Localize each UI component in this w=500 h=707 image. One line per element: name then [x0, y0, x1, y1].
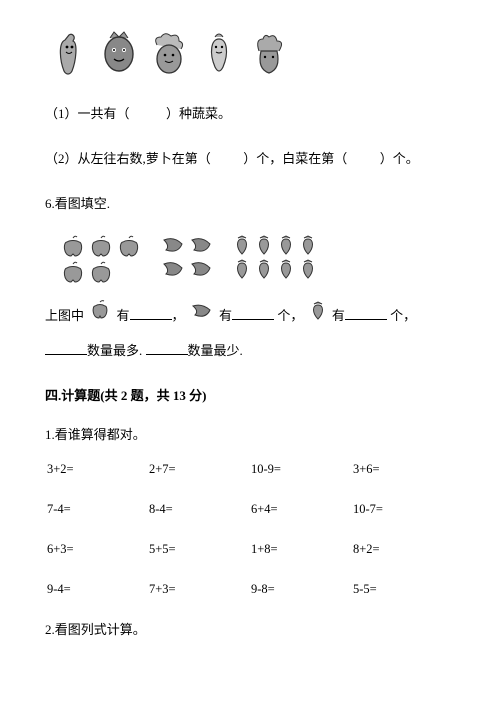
calc-item: 10-7=	[353, 494, 455, 524]
vegetable-greens	[250, 30, 288, 78]
vegetable-carrot	[100, 30, 138, 78]
strawberry-icon	[309, 300, 327, 334]
calc-item: 10-9=	[251, 454, 353, 484]
text: 有	[117, 308, 130, 323]
strawberry-icon	[298, 234, 318, 256]
apple-icon	[60, 260, 86, 284]
vegetable-radish	[200, 30, 238, 78]
banana-icon	[160, 258, 186, 280]
calc-item: 7+3=	[149, 574, 251, 604]
calc-item: 5-5=	[353, 574, 455, 604]
vegetable-icons-row	[50, 30, 455, 78]
banana-icon	[160, 234, 186, 256]
q6-summary: 上图中 有， 有 个， 有 个， 数量最多. 数量最少.	[45, 299, 455, 368]
apple-icon	[60, 234, 86, 258]
text: （1）一共有（	[45, 106, 130, 121]
text: 有	[219, 308, 232, 323]
apple-icon	[116, 234, 142, 258]
calc-item: 1+8=	[251, 534, 353, 564]
calc-item: 2+7=	[149, 454, 251, 484]
section4-title: 四.计算题(共 2 题，共 13 分)	[45, 380, 455, 411]
banana-icon	[188, 234, 214, 256]
section4-sub1: 1.看谁算得都对。	[45, 419, 455, 450]
q6-title: 6.看图填空.	[45, 188, 455, 219]
apple-icon	[88, 260, 114, 284]
text: 有	[332, 308, 345, 323]
text: ）个。	[380, 151, 419, 166]
strawberry-icon	[276, 234, 296, 256]
section4-sub2: 2.看图列式计算。	[45, 614, 455, 645]
banana-icon	[190, 300, 214, 334]
banana-group	[160, 234, 214, 284]
calc-item: 9-8=	[251, 574, 353, 604]
fruit-icons-row	[60, 234, 455, 284]
vegetable-pepper	[50, 30, 88, 78]
text: 数量最少.	[188, 343, 243, 358]
text: 数量最多.	[87, 343, 142, 358]
calc-item: 8-4=	[149, 494, 251, 524]
strawberry-icon	[232, 258, 252, 280]
calc-grid: 3+2= 2+7= 10-9= 3+6= 7-4= 8-4= 6+4= 10-7…	[47, 454, 455, 604]
text: ）种蔬菜。	[166, 106, 231, 121]
banana-icon	[188, 258, 214, 280]
q5-sub1: （1）一共有（ ）种蔬菜。	[45, 98, 455, 129]
apple-icon	[89, 299, 111, 334]
calc-item: 6+3=	[47, 534, 149, 564]
text: （2）从左往右数,萝卜在第（	[45, 151, 211, 166]
strawberry-icon	[254, 234, 274, 256]
strawberry-icon	[232, 234, 252, 256]
q5-sub2: （2）从左往右数,萝卜在第（ ）个，白菜在第（ ）个。	[45, 143, 455, 174]
vegetable-cabbage	[150, 30, 188, 78]
strawberry-icon	[276, 258, 296, 280]
calc-item: 6+4=	[251, 494, 353, 524]
calc-item: 7-4=	[47, 494, 149, 524]
strawberry-icon	[254, 258, 274, 280]
calc-item: 5+5=	[149, 534, 251, 564]
calc-item: 8+2=	[353, 534, 455, 564]
strawberry-icon	[298, 258, 318, 280]
text: ）个，白菜在第（	[243, 151, 347, 166]
text: 上图中	[45, 308, 84, 323]
apple-icon	[88, 234, 114, 258]
calc-item: 3+2=	[47, 454, 149, 484]
text: 个，	[390, 308, 416, 323]
calc-item: 3+6=	[353, 454, 455, 484]
calc-item: 9-4=	[47, 574, 149, 604]
text: 个，	[277, 308, 303, 323]
strawberry-group	[232, 234, 318, 284]
apple-group	[60, 234, 142, 284]
